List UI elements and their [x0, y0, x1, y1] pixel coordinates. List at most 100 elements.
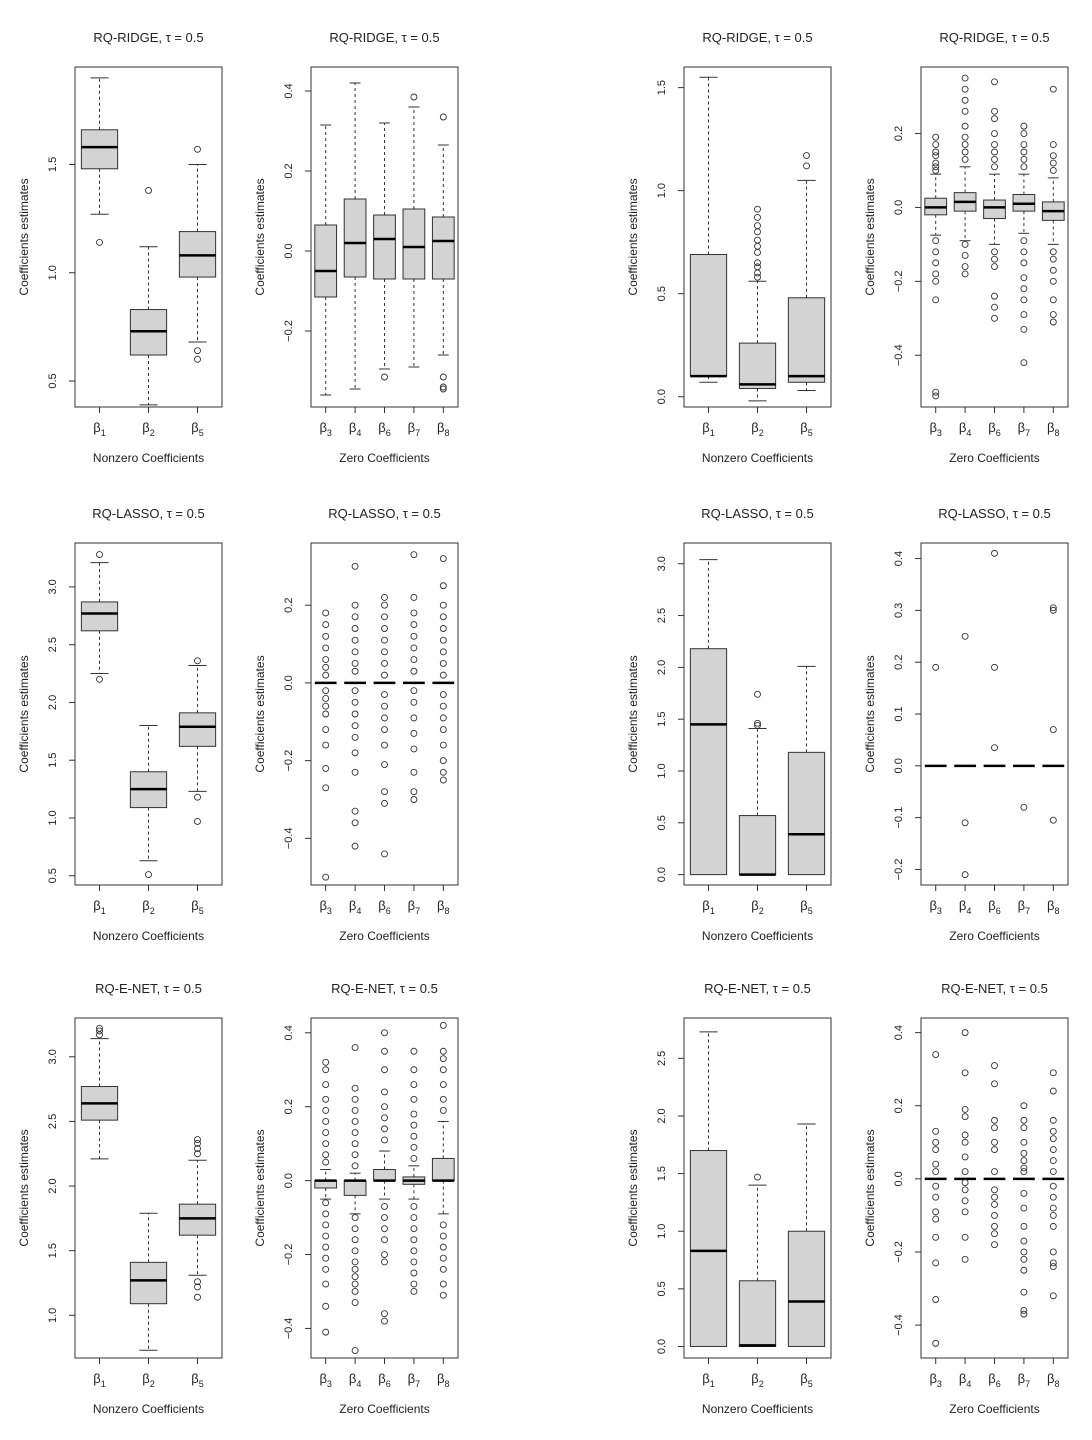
outlier-point — [351, 562, 359, 570]
y-tick-label: 0.0 — [283, 675, 295, 690]
y-tick-label: −0.2 — [283, 320, 295, 342]
category-label: β3 — [929, 1371, 942, 1389]
outlier-point — [322, 741, 330, 749]
chart-panel: RQ-LASSO, τ = 0.5 Zero Coefficients Coeffi… — [863, 506, 1069, 943]
y-tick-label: −0.2 — [893, 1241, 905, 1263]
chart-panel: RQ-LASSO, τ = 0.5 Nonzero Coefficients Coe… — [626, 506, 832, 943]
category-label: β7 — [1018, 898, 1031, 916]
plot-frame — [920, 542, 1069, 886]
y-tick-label: 1.0 — [47, 265, 59, 280]
outlier-point — [381, 714, 388, 722]
outlier-point — [1049, 277, 1057, 285]
outlier-point — [322, 1151, 330, 1159]
box-β2: β2 — [738, 205, 777, 438]
outlier-point — [1049, 311, 1057, 319]
category-label: β6 — [378, 898, 391, 916]
outlier-point — [1049, 1222, 1057, 1230]
outlier-point — [381, 788, 388, 796]
x-axis-label: Zero Coefficients — [949, 451, 1040, 465]
outlier-point — [961, 133, 969, 141]
outlier-point — [381, 636, 388, 644]
outlier-point — [932, 663, 940, 671]
category-label: β2 — [142, 420, 155, 438]
outlier-point — [991, 549, 998, 557]
outlier-point — [932, 1146, 940, 1154]
x-axis-label: Zero Coefficients — [339, 1402, 430, 1416]
box-β8: β8 — [432, 555, 455, 916]
outlier-point — [322, 1129, 330, 1137]
y-axis-label: Coefficients estimates — [17, 178, 31, 295]
outlier-point — [351, 636, 359, 644]
y-tick-label: −0.4 — [283, 1318, 295, 1340]
x-axis-label: Nonzero Coefficients — [93, 1402, 204, 1416]
box-β5: β5 — [787, 1123, 826, 1389]
outlier-point — [1049, 1211, 1057, 1219]
outlier-point — [932, 152, 940, 160]
y-tick-label: 0.5 — [656, 1281, 668, 1296]
outlier-point — [439, 757, 447, 765]
iqr-box — [738, 815, 777, 876]
outlier-point — [381, 613, 388, 621]
category-label: β4 — [959, 898, 972, 916]
y-tick-label: 0.0 — [656, 389, 668, 404]
iqr-box — [431, 1157, 455, 1182]
y-axis-label: Coefficients estimates — [626, 1129, 640, 1246]
outlier-point — [145, 186, 152, 194]
outlier-point — [1020, 1266, 1028, 1274]
category-label: β4 — [959, 1371, 972, 1389]
outlier-point — [322, 1199, 330, 1207]
box-β1: β1 — [689, 76, 728, 438]
outlier-point — [351, 601, 359, 609]
outlier-point — [991, 1241, 998, 1249]
outlier-point — [351, 1288, 359, 1295]
y-axis-label: Coefficients estimates — [253, 655, 267, 772]
y-tick-label: 0.2 — [893, 1098, 905, 1113]
outlier-point — [351, 1214, 359, 1222]
iqr-box — [787, 751, 826, 876]
outlier-point — [803, 152, 810, 160]
outlier-point — [351, 1084, 359, 1092]
outlier-point — [991, 292, 998, 300]
outlier-point — [754, 249, 761, 256]
outlier-point — [1049, 255, 1057, 263]
y-tick-label: 0.5 — [656, 815, 668, 830]
outlier-point — [381, 1258, 388, 1266]
outlier-point — [439, 1280, 447, 1288]
y-tick-label: −0.4 — [893, 344, 905, 366]
y-axis-label: Coefficients estimates — [253, 1129, 267, 1246]
outlier-point — [351, 768, 359, 776]
y-tick-label: 0.4 — [893, 551, 905, 566]
outlier-point — [803, 162, 810, 170]
box-β3: β3 — [924, 663, 947, 916]
y-tick-label: 1.0 — [656, 183, 668, 198]
outlier-point — [1020, 325, 1028, 333]
outlier-point — [381, 601, 388, 609]
box-β5: β5 — [178, 1136, 217, 1389]
outlier-point — [381, 671, 388, 679]
outlier-point — [754, 205, 761, 213]
outlier-point — [439, 1232, 447, 1240]
y-tick-label: −0.2 — [283, 1244, 295, 1266]
outlier-point — [145, 871, 152, 879]
outlier-point — [410, 1143, 418, 1151]
outlier-point — [322, 1254, 330, 1262]
outlier-point — [351, 660, 359, 667]
iqr-box — [80, 601, 119, 632]
outlier-point — [351, 625, 359, 632]
box-β1: β1 — [689, 1031, 728, 1389]
outlier-point — [1020, 1116, 1028, 1124]
iqr-box — [343, 198, 367, 278]
outlier-point — [932, 388, 940, 396]
y-tick-label: 0.0 — [893, 200, 905, 215]
outlier-point — [410, 698, 418, 706]
box-β4: β4 — [343, 1044, 367, 1389]
outlier-point — [932, 133, 940, 141]
outlier-point — [351, 807, 359, 815]
outlier-point — [991, 263, 998, 271]
outlier-point — [1049, 816, 1057, 824]
chart-panel: RQ-RIDGE, τ = 0.5 Nonzero Coefficients Coe… — [626, 30, 832, 465]
outlier-point — [991, 163, 998, 171]
outlier-point — [1020, 1168, 1028, 1175]
chart-title: RQ-E-NET, τ = 0.5 — [941, 981, 1048, 996]
outlier-point — [351, 1247, 359, 1255]
